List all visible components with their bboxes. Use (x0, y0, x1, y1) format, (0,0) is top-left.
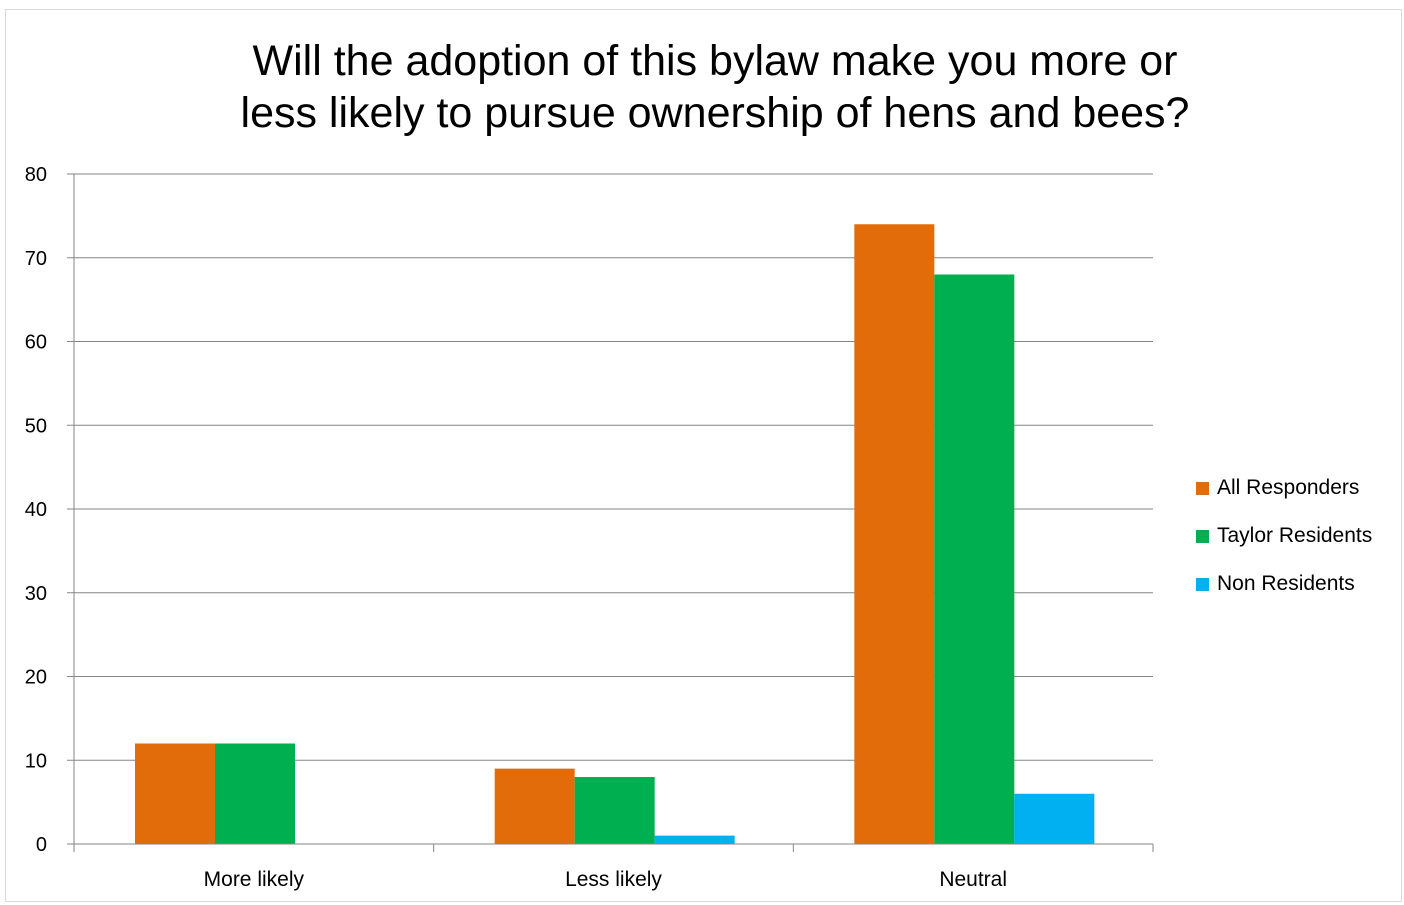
legend-item-all-responders: All Responders (1196, 464, 1372, 512)
bar-non-residents-2 (1014, 793, 1095, 844)
y-tick-label: 50 (25, 415, 47, 437)
y-tick-label: 70 (25, 248, 47, 270)
y-tick-label: 20 (25, 667, 47, 689)
y-tick-label: 0 (36, 834, 47, 856)
legend-item-taylor-residents: Taylor Residents (1196, 512, 1372, 560)
legend-label-taylor-residents: Taylor Residents (1217, 524, 1373, 547)
bars (135, 224, 1095, 844)
y-tick-label: 80 (25, 164, 47, 186)
chart-title-line-1: Will the adoption of this bylaw make you… (252, 37, 1178, 85)
chart-title-line-2: less likely to pursue ownership of hens … (240, 89, 1190, 137)
legend-swatch-all-responders (1196, 481, 1209, 495)
x-tick-label: Less likely (565, 868, 662, 891)
bar-taylor-residents-0 (215, 743, 295, 844)
x-tick-label: Neutral (939, 868, 1007, 891)
y-tick-label: 60 (25, 332, 47, 354)
bar-taylor-residents-2 (934, 274, 1015, 844)
legend: All Responders Taylor Residents Non Resi… (1196, 464, 1372, 608)
legend-label-non-residents: Non Residents (1217, 572, 1355, 595)
y-tick-label: 30 (25, 583, 47, 605)
bar-all-responders-0 (135, 743, 215, 844)
y-tick-label: 10 (25, 750, 47, 772)
bar-taylor-residents-1 (574, 777, 655, 844)
legend-item-non-residents: Non Residents (1196, 560, 1372, 608)
bar-all-responders-1 (494, 768, 575, 844)
chart-title: Will the adoption of this bylaw make you… (0, 35, 1404, 139)
axes: 0 10 20 30 40 50 60 70 80 More likely Less likely N… (25, 164, 1154, 891)
legend-label-all-responders: All Responders (1217, 476, 1360, 499)
y-tick-label: 40 (25, 499, 47, 521)
legend-swatch-non-residents (1196, 577, 1209, 591)
bar-all-responders-2 (854, 224, 935, 844)
chart-frame (5, 9, 1402, 902)
legend-swatch-taylor-residents (1196, 529, 1209, 543)
x-tick-label: More likely (204, 868, 305, 891)
bar-non-residents-1 (654, 835, 735, 844)
